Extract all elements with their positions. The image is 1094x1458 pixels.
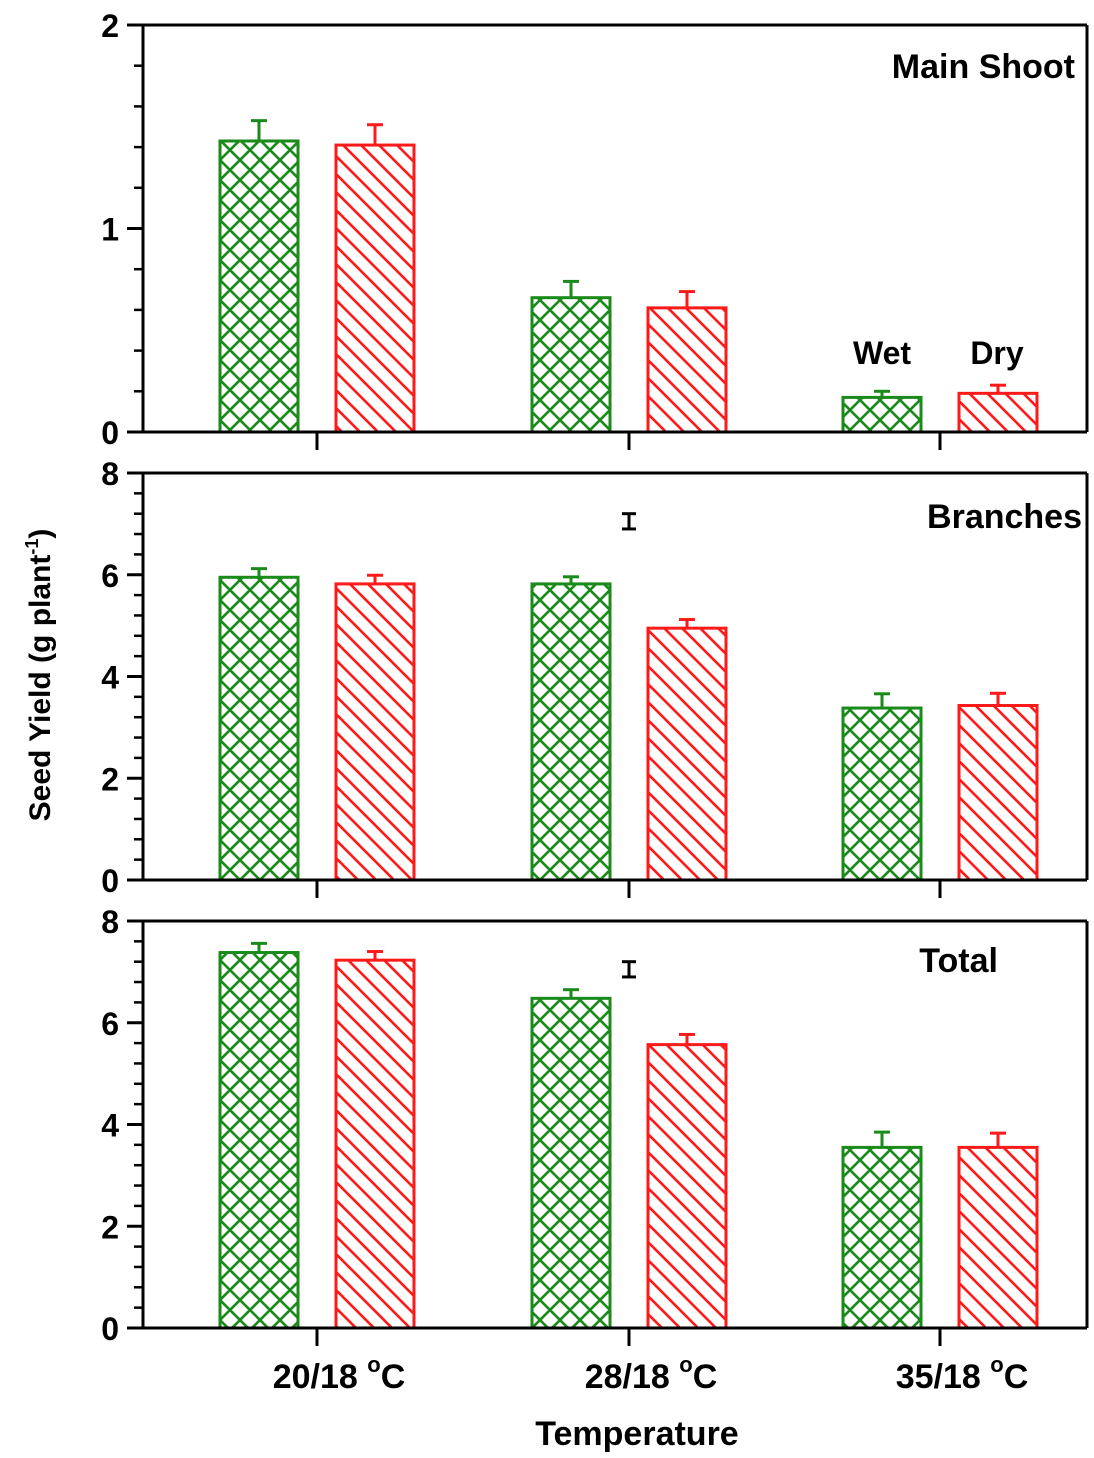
wet-bar [841, 1145, 923, 1330]
wet-bar [218, 575, 300, 882]
panel-title: Total [919, 942, 998, 980]
dry-bar [646, 1043, 728, 1330]
panel-main-shoot: 0 1 2 Main Shoot [101, 8, 1089, 451]
y-axis-label: Seed Yield (g plant-1) [22, 529, 57, 822]
x-tick-labels: 20/18 oC 28/18 oC 35/18 oC [273, 1352, 1029, 1396]
y-tick-label: 4 [101, 1108, 119, 1144]
y-tick-label: 6 [101, 1006, 119, 1042]
dry-bar [957, 1145, 1039, 1330]
wet-bar [841, 706, 923, 882]
y-tick-label: 2 [101, 761, 119, 797]
y-axis-label-main: Seed Yield (g plant [24, 555, 57, 822]
y-axis-label-sup: -1 [22, 539, 42, 555]
legend-dry: Dry [970, 335, 1024, 371]
y-tick-label: 0 [101, 415, 119, 451]
x-tick-label: 28/18 oC [585, 1352, 718, 1396]
lsd-bar [622, 960, 636, 979]
y-tick-label: 1 [101, 212, 119, 248]
y-tick-label: 0 [101, 863, 119, 899]
wet-bar [218, 139, 300, 434]
y-axis-label-end: ) [24, 529, 57, 539]
lsd-bar [622, 512, 636, 531]
y-tick-label: 2 [101, 8, 119, 44]
y-tick-label: 2 [101, 1209, 119, 1245]
y-tick-label: 4 [101, 660, 119, 696]
wet-bar [530, 582, 612, 882]
panel-title: Branches [927, 498, 1082, 536]
dry-bar [646, 626, 728, 882]
x-axis-label: Temperature [535, 1415, 738, 1453]
dry-bar [334, 958, 416, 1330]
wet-bar [218, 951, 300, 1330]
wet-bar [530, 296, 612, 434]
wet-bar [530, 996, 612, 1330]
y-tick-label: 0 [101, 1311, 119, 1347]
dry-bar [646, 306, 728, 434]
dry-bar [957, 391, 1039, 434]
x-tick-label: 35/18 oC [896, 1352, 1029, 1396]
y-tick-label: 8 [101, 904, 119, 940]
chart-panels: 0 1 2 Main Shoot 0 2 4 6 8 Branches 0 2 4 6 8 Total [101, 8, 1089, 1347]
dry-bar [957, 703, 1039, 882]
legend-wet: Wet [853, 335, 911, 371]
panel-title: Main Shoot [892, 48, 1075, 86]
wet-bar [841, 395, 923, 434]
panel-branches: 0 2 4 6 8 Branches [101, 456, 1089, 899]
panel-total: 0 2 4 6 8 Total [101, 904, 1089, 1347]
dry-bar [334, 582, 416, 882]
y-tick-label: 6 [101, 558, 119, 594]
y-tick-label: 8 [101, 456, 119, 492]
x-tick-label: 20/18 oC [273, 1352, 406, 1396]
dry-bar [334, 143, 416, 434]
